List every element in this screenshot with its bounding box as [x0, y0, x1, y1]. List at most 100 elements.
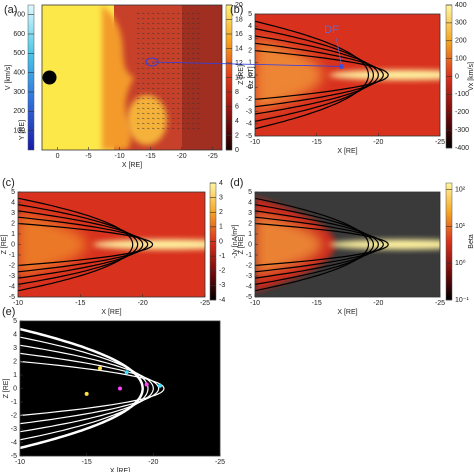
flow-arrow — [141, 112, 145, 115]
flow-arrow — [156, 117, 160, 120]
flow-arrow — [151, 12, 155, 15]
field-line — [20, 327, 144, 450]
flow-arrow — [191, 102, 195, 105]
colorbar-tick-label: 400 — [13, 70, 25, 77]
flow-arrow — [171, 97, 175, 100]
colorbar-tick-label: 700 — [13, 12, 25, 19]
y-tick-label: -2 — [9, 262, 15, 269]
y-tick-label: 0 — [248, 72, 252, 79]
field-line — [20, 360, 165, 417]
flow-arrow — [171, 102, 175, 105]
colorbar-tick-label: 14 — [235, 45, 243, 52]
flow-arrow — [191, 112, 195, 115]
flow-arrow — [181, 72, 185, 75]
y-tick-label: 5 — [11, 189, 15, 196]
flow-arrow — [171, 62, 175, 65]
flow-arrow — [196, 87, 200, 90]
flow-arrow — [161, 122, 165, 125]
flow-arrow — [166, 122, 170, 125]
flow-arrow — [146, 77, 150, 80]
flow-arrow — [186, 42, 190, 45]
flow-arrow — [161, 12, 165, 15]
panel: (d) -10 -15 -20 -25 X [RE] 5 4 3 2 1 0 -1 -2 -3 -4 -5 Z [… — [230, 177, 474, 316]
y-tick-label: -1 — [246, 84, 252, 91]
flow-arrow — [196, 27, 200, 30]
flow-arrow — [141, 117, 145, 120]
y-tick-label: 4 — [248, 23, 252, 30]
flow-arrow — [191, 37, 195, 40]
flow-arrow — [181, 27, 185, 30]
flow-arrow — [146, 32, 150, 35]
flow-arrow — [186, 127, 190, 130]
y-tick-label: 5 — [248, 11, 252, 18]
inner — [18, 213, 87, 276]
x-tick-label: -10 — [115, 153, 125, 160]
flow-arrow — [156, 52, 160, 55]
flow-arrow — [181, 117, 185, 120]
flow-arrow — [181, 77, 185, 80]
x-tick-label: -20 — [177, 153, 187, 160]
field-line — [255, 20, 370, 130]
flow-arrow — [161, 97, 165, 100]
flow-arrow — [161, 37, 165, 40]
flow-arrow — [166, 92, 170, 95]
tracer — [144, 382, 149, 387]
flow-arrow — [181, 47, 185, 50]
flow-arrow — [181, 57, 185, 60]
flow-arrow — [186, 92, 190, 95]
y-tick-label: -3 — [11, 426, 17, 433]
flow-arrow — [141, 72, 145, 75]
x-tick-label: -25 — [435, 300, 445, 307]
heatmap-image — [42, 5, 222, 150]
flow-arrow — [146, 17, 150, 20]
flow-arrow — [161, 77, 165, 80]
colorbar-tick-label: 3 — [219, 194, 223, 201]
flow-arrow — [176, 112, 180, 115]
connector — [151, 61, 342, 67]
colorbar-tick-label: 8 — [235, 89, 239, 96]
flow-arrow — [176, 107, 180, 110]
flow-arrow — [186, 27, 190, 30]
flow-arrow — [196, 72, 200, 75]
flow-arrow — [146, 12, 150, 15]
flow-arrow — [176, 57, 180, 60]
flow-arrow — [141, 97, 145, 100]
flow-arrow — [151, 52, 155, 55]
flow-arrow — [171, 72, 175, 75]
flow-arrow — [136, 77, 140, 80]
flow-arrow — [181, 42, 185, 45]
heatmap-image — [20, 321, 220, 456]
flow-arrow — [166, 37, 170, 40]
field-line — [18, 203, 139, 286]
flow-arrow — [156, 107, 160, 110]
flow-arrow — [161, 22, 165, 25]
flow-arrow — [166, 107, 170, 110]
y-tick-label: 3 — [248, 210, 252, 217]
colorbar-tick-label: -1 — [219, 253, 225, 260]
colorbar-tick-label: -2 — [219, 268, 225, 275]
y-tick-label: 1 — [248, 231, 252, 238]
flow-arrow — [141, 57, 145, 60]
flow-arrow — [146, 27, 150, 30]
flow-arrow — [191, 47, 195, 50]
flow-arrow — [161, 92, 165, 95]
flow-arrow — [171, 12, 175, 15]
flow-arrow — [161, 127, 165, 130]
flow-arrow — [141, 102, 145, 105]
flow-arrow — [151, 87, 155, 90]
y-tick-label: 1 — [11, 231, 15, 238]
flow-arrow — [151, 27, 155, 30]
flow-arrow — [141, 92, 145, 95]
flow-arrow — [141, 42, 145, 45]
field-line — [255, 210, 379, 279]
inner — [255, 213, 323, 276]
flow-arrow — [166, 87, 170, 90]
y-tick-label: 4 — [248, 199, 252, 206]
field-line — [20, 344, 154, 433]
flow-arrow — [181, 122, 185, 125]
flow-arrow — [176, 67, 180, 70]
flow-arrow — [181, 37, 185, 40]
panel-label: (a) — [4, 4, 17, 16]
flow-arrow — [166, 62, 170, 65]
